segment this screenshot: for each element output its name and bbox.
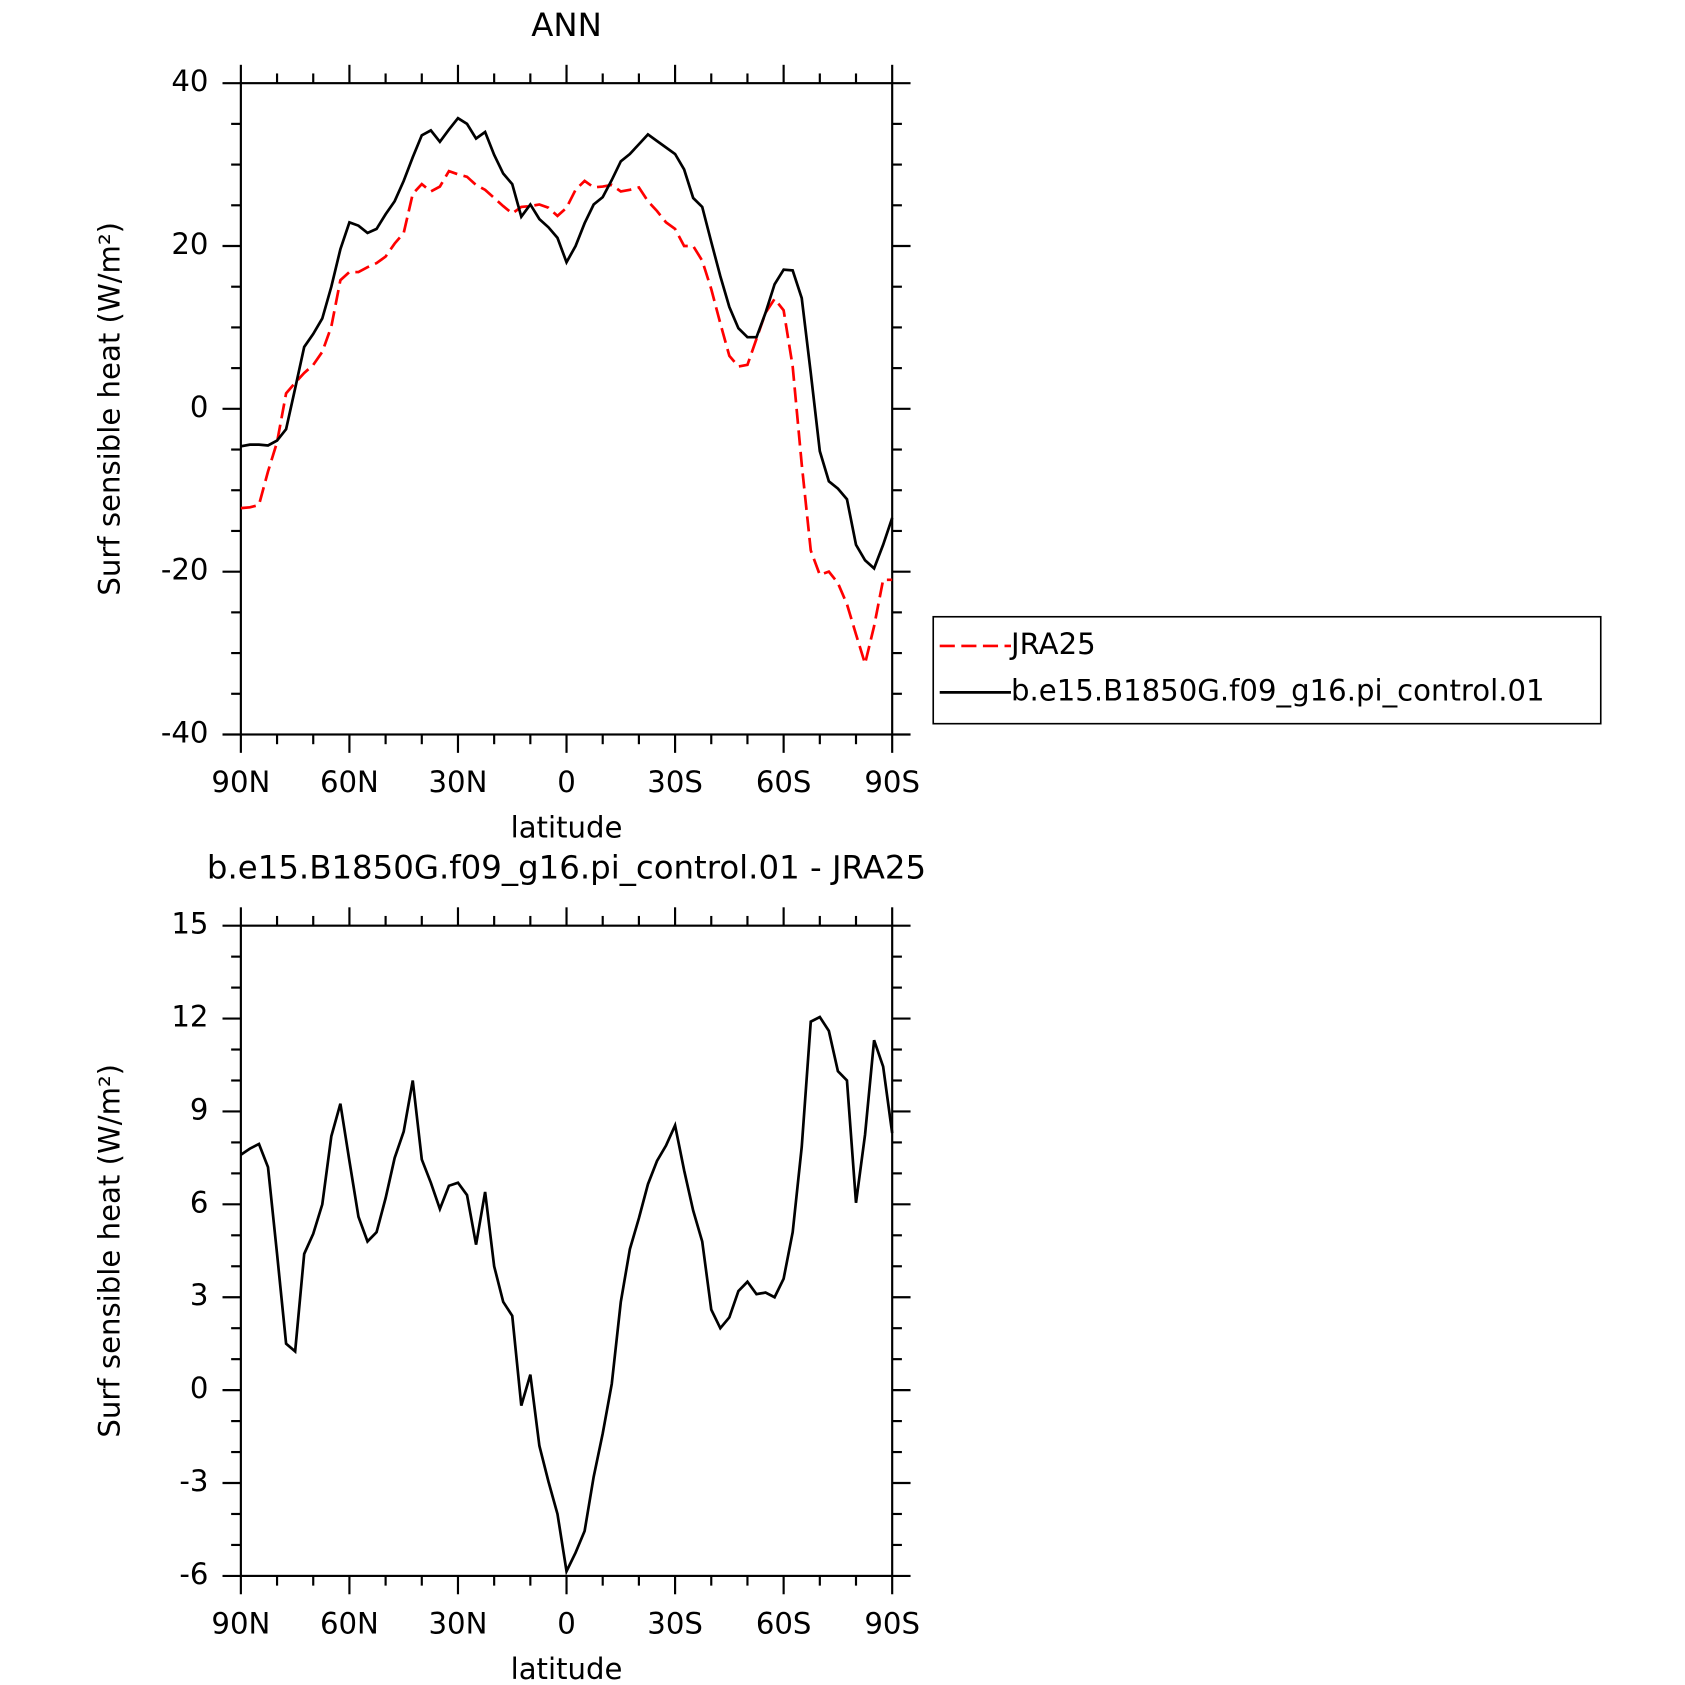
y-tick-label: 40 — [171, 64, 208, 98]
x-tick-label: 30S — [647, 1607, 703, 1641]
x-axis-label: latitude — [511, 1652, 623, 1685]
y-tick-label: 9 — [190, 1092, 209, 1126]
x-axis-label: latitude — [511, 811, 623, 845]
x-tick-label: 90S — [864, 765, 920, 799]
y-tick-label: 6 — [190, 1185, 209, 1219]
chart-title: ANN — [531, 6, 602, 44]
y-tick-label: -6 — [179, 1557, 208, 1591]
x-tick-label: 0 — [557, 765, 576, 799]
x-tick-label: 30N — [429, 1607, 488, 1641]
x-tick-label: 60N — [320, 765, 379, 799]
y-tick-label: 15 — [171, 907, 208, 941]
data-line — [240, 116, 894, 571]
x-tick-label: 60S — [756, 1607, 812, 1641]
y-axis-label: Surf sensible heat (W/m²) — [92, 1064, 126, 1438]
x-tick-label: 90N — [211, 1607, 270, 1641]
y-tick-label: 20 — [171, 227, 208, 261]
y-tick-label: -3 — [179, 1464, 208, 1498]
data-line — [240, 169, 893, 669]
x-tick-label: 90N — [211, 765, 270, 799]
chart-title: b.e15.B1850G.f09_g16.pi_control.01 - JRA… — [207, 849, 926, 887]
x-tick-label: 60S — [756, 765, 812, 799]
y-tick-label: -20 — [161, 553, 209, 587]
legend-label: b.e15.B1850G.f09_g16.pi_control.01 — [1011, 673, 1545, 707]
legend-box — [932, 615, 1602, 725]
y-tick-label: 3 — [190, 1278, 209, 1312]
plot-frame — [239, 924, 894, 1577]
x-tick-label: 0 — [557, 1607, 576, 1641]
y-tick-label: -40 — [161, 715, 209, 749]
plot-frame — [239, 82, 894, 736]
x-tick-label: 90S — [864, 1607, 920, 1641]
y-tick-label: 0 — [190, 390, 209, 424]
x-tick-label: 30S — [647, 765, 703, 799]
y-tick-label: 0 — [190, 1371, 209, 1405]
x-tick-label: 30N — [429, 765, 488, 799]
y-axis-label: Surf sensible heat (W/m²) — [92, 222, 126, 596]
x-tick-label: 60N — [320, 1607, 379, 1641]
legend-label: JRA25 — [1009, 627, 1096, 661]
y-tick-label: 12 — [171, 1000, 208, 1034]
data-line — [240, 1015, 894, 1576]
